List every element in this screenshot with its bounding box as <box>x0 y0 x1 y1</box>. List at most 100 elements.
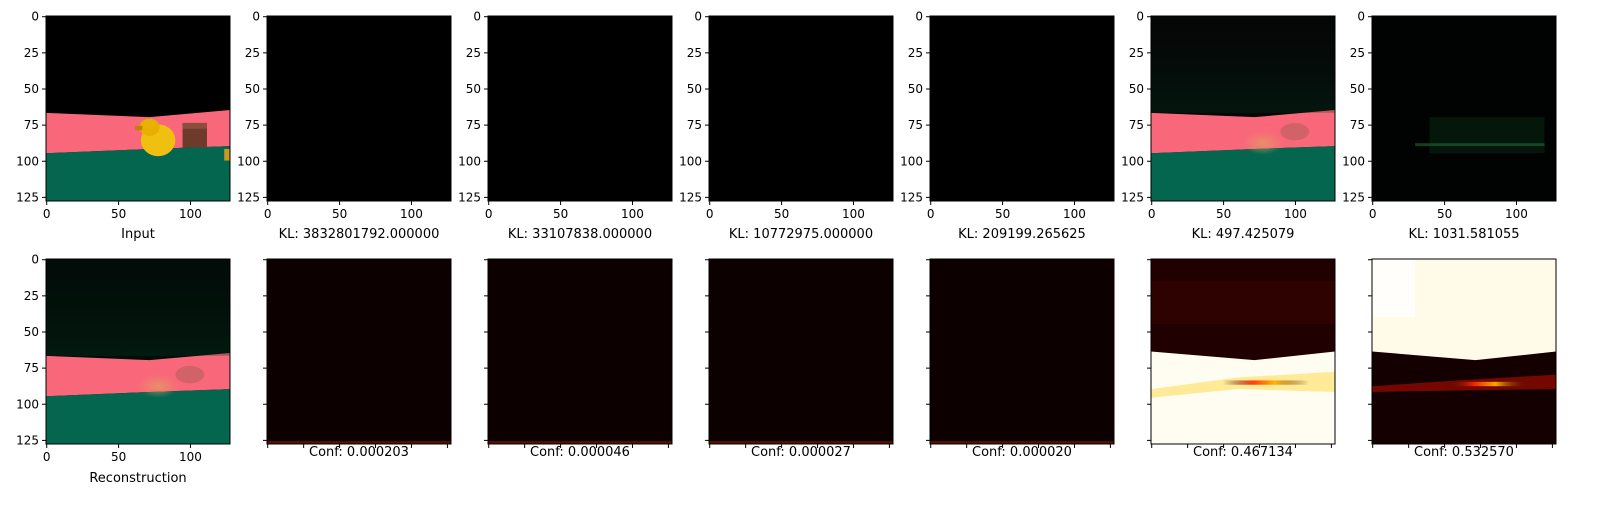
x-tick-label: 100 <box>1063 207 1086 221</box>
axes-frame <box>266 15 452 202</box>
image-top-3 <box>709 16 893 201</box>
y-tick-label: 100 <box>1342 154 1365 168</box>
y-tick-label: 50 <box>24 325 39 339</box>
y-tick-label: 75 <box>687 118 702 132</box>
x-tick-label: 50 <box>774 207 789 221</box>
y-tick-label: 75 <box>245 118 260 132</box>
dark-region <box>1372 351 1556 444</box>
y-tick-label: 50 <box>466 82 481 96</box>
duck-beak <box>135 125 143 131</box>
panel-grid: 0 25 50 75 100 125 0 50 100 Input 0 25 50 75 100 125 0 50… <box>16 10 1557 486</box>
y-tick-label: 50 <box>687 82 702 96</box>
image-bottom-5 <box>1151 259 1335 444</box>
panel-label: Input <box>121 227 155 242</box>
y-tick-label: 50 <box>1350 82 1365 96</box>
panel-label: Conf: 0.467134 <box>1193 445 1293 460</box>
x-tick-label: 50 <box>1437 207 1452 221</box>
y-tick-label: 125 <box>16 190 39 204</box>
axes-frame <box>929 15 1115 202</box>
y-tick-label: 75 <box>908 118 923 132</box>
y-tick-label: 100 <box>679 154 702 168</box>
y-tick-label: 125 <box>1342 190 1365 204</box>
duck-head <box>139 118 160 136</box>
panel-label: Conf: 0.000027 <box>751 445 851 460</box>
y-tick-label: 25 <box>908 46 923 60</box>
y-tick-label: 75 <box>24 361 39 375</box>
image-top-0 <box>46 16 230 201</box>
x-tick-label: 0 <box>43 450 51 464</box>
blurry-object <box>138 374 179 398</box>
y-tick-label: 50 <box>24 82 39 96</box>
x-tick-label: 50 <box>995 207 1010 221</box>
hot-streak <box>1443 381 1531 387</box>
x-tick-label: 100 <box>1505 207 1528 221</box>
axes-frame <box>1371 258 1557 445</box>
x-tick-label: 0 <box>1148 207 1156 221</box>
y-tick-label: 125 <box>1121 190 1144 204</box>
y-tick-label: 100 <box>1121 154 1144 168</box>
image-bottom-6 <box>1372 259 1556 444</box>
y-tick-label: 125 <box>679 190 702 204</box>
panel-label: Conf: 0.000020 <box>972 445 1072 460</box>
y-tick-label: 75 <box>1350 118 1365 132</box>
axes-frame <box>45 258 231 445</box>
y-tick-label: 25 <box>24 46 39 60</box>
axes-frame <box>708 258 894 445</box>
axes-frame <box>487 258 673 445</box>
image-top-6 <box>1372 16 1556 201</box>
panel-label: KL: 33107838.000000 <box>508 227 652 242</box>
image-bottom-1 <box>267 259 451 444</box>
y-tick-label: 25 <box>24 289 39 303</box>
panel-label: KL: 1031.581055 <box>1408 227 1519 242</box>
y-tick-label: 125 <box>16 433 39 447</box>
image-bottom-0 <box>46 259 230 444</box>
y-tick-label: 0 <box>694 10 702 24</box>
bright-region <box>1151 351 1335 444</box>
y-tick-label: 75 <box>24 118 39 132</box>
axes-frame <box>1371 15 1557 202</box>
panel-label: Conf: 0.000203 <box>309 445 409 460</box>
x-tick-label: 0 <box>43 207 51 221</box>
x-tick-label: 100 <box>400 207 423 221</box>
y-tick-label: 0 <box>1136 10 1144 24</box>
y-tick-label: 100 <box>237 154 260 168</box>
y-tick-label: 0 <box>915 10 923 24</box>
axes-frame <box>708 15 894 202</box>
y-tick-label: 25 <box>466 46 481 60</box>
x-tick-label: 100 <box>179 450 202 464</box>
image-top-5 <box>1151 16 1335 201</box>
y-tick-label: 25 <box>1350 46 1365 60</box>
y-tick-label: 0 <box>31 10 39 24</box>
x-tick-label: 0 <box>706 207 714 221</box>
y-tick-label: 0 <box>473 10 481 24</box>
x-tick-label: 100 <box>621 207 644 221</box>
y-tick-label: 0 <box>1357 10 1365 24</box>
x-tick-label: 100 <box>1284 207 1307 221</box>
x-tick-label: 100 <box>179 207 202 221</box>
x-tick-label: 50 <box>111 207 126 221</box>
y-tick-label: 100 <box>16 154 39 168</box>
x-tick-label: 100 <box>842 207 865 221</box>
image-top-1 <box>267 16 451 201</box>
x-tick-label: 50 <box>111 450 126 464</box>
y-tick-label: 25 <box>245 46 260 60</box>
x-tick-label: 50 <box>1216 207 1231 221</box>
panel-label: Conf: 0.532570 <box>1414 445 1514 460</box>
axes-frame <box>929 258 1115 445</box>
panel-label: Conf: 0.000046 <box>530 445 630 460</box>
y-tick-label: 100 <box>900 154 923 168</box>
hot-streak <box>1222 380 1310 385</box>
y-tick-label: 0 <box>252 10 260 24</box>
x-tick-label: 0 <box>1369 207 1377 221</box>
image-top-4 <box>930 16 1114 201</box>
panel-label: Reconstruction <box>89 471 186 486</box>
y-tick-label: 125 <box>900 190 923 204</box>
axes-frame <box>266 258 452 445</box>
axes-frame <box>1150 258 1336 445</box>
y-tick-label: 100 <box>16 397 39 411</box>
x-tick-label: 0 <box>264 207 272 221</box>
x-tick-label: 50 <box>553 207 568 221</box>
y-tick-label: 75 <box>1129 118 1144 132</box>
image-bottom-2 <box>488 259 672 444</box>
axes-frame <box>487 15 673 202</box>
